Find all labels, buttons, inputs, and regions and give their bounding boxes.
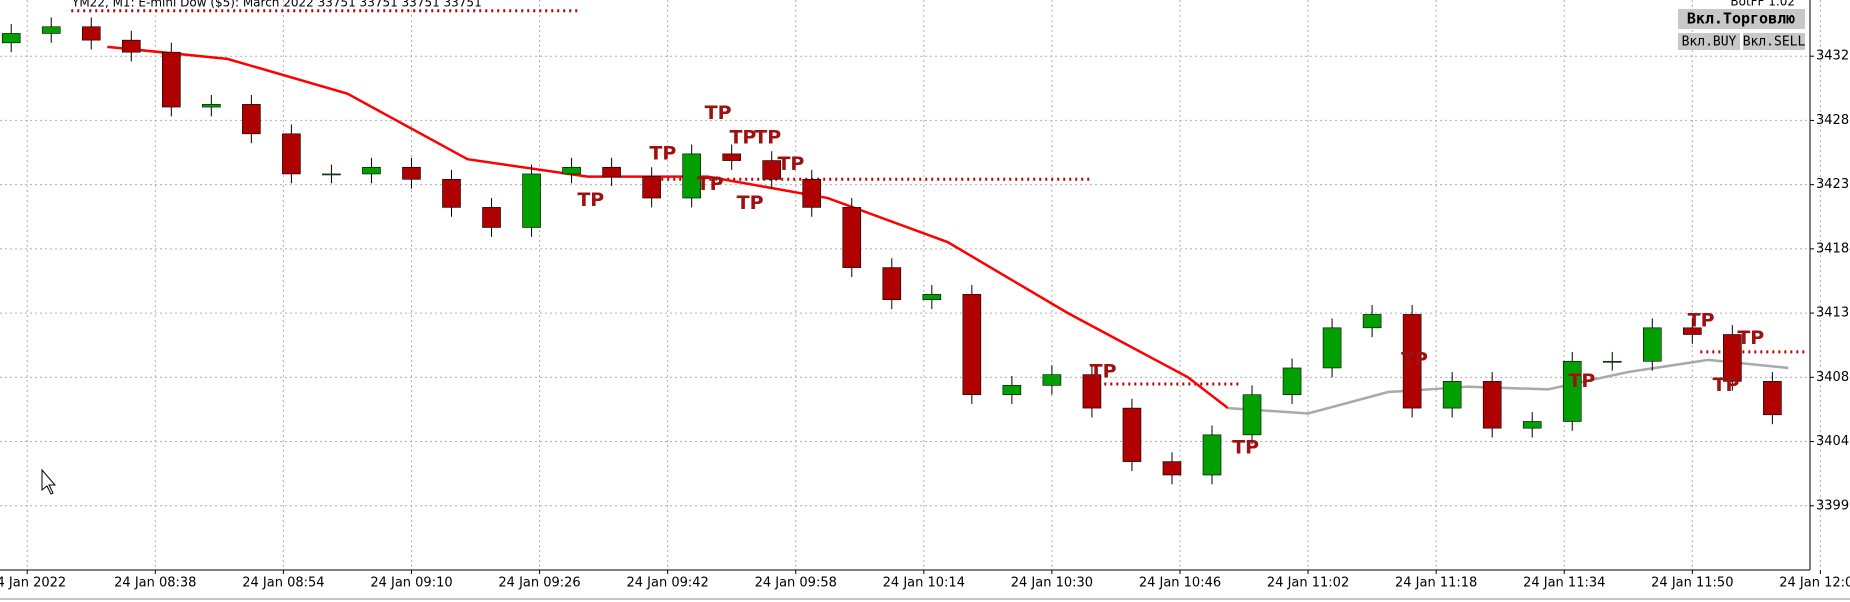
tp-label: TP xyxy=(1401,348,1428,370)
candle-body xyxy=(322,173,341,176)
candle-body xyxy=(121,39,141,53)
tp-label: TP xyxy=(649,142,676,164)
moving-average xyxy=(107,45,1229,410)
candle-body xyxy=(522,173,541,228)
tp-label: TP xyxy=(1712,374,1739,396)
x-tick-label: 24 Jan 09:58 xyxy=(755,576,837,591)
candle-body xyxy=(1402,314,1422,409)
candle-body xyxy=(602,166,621,177)
candle-body xyxy=(1002,385,1022,396)
chart-header: YM22, M1: E-mini Dow ($5): March 2022 33… xyxy=(71,0,482,10)
candle-body xyxy=(922,294,942,301)
x-tick-label: 24 Jan 10:14 xyxy=(883,576,965,591)
candle-body xyxy=(962,294,982,396)
candle-body xyxy=(242,104,261,135)
candle-body xyxy=(402,166,421,180)
tp-label: TP xyxy=(1232,437,1259,459)
tp-label: TP xyxy=(1090,360,1117,382)
candle-body xyxy=(1322,327,1342,369)
candle-body xyxy=(162,51,181,108)
y-tick-label: 34232 xyxy=(1816,177,1850,192)
candle-body xyxy=(442,178,461,208)
panel-title: BotFF 1.02 xyxy=(1730,0,1795,9)
x-tick-label: 24 Jan 12:06 xyxy=(1779,576,1850,591)
candle-body xyxy=(1442,381,1462,409)
tp-label: TP xyxy=(577,189,604,211)
moving-average xyxy=(1227,358,1789,415)
candle-body xyxy=(1522,421,1542,429)
tp-label: TP xyxy=(729,126,756,148)
button[interactable] xyxy=(1678,9,1805,29)
y-tick-label: 33992 xyxy=(1816,498,1850,513)
candle-body xyxy=(1082,374,1102,409)
y-tick-label: 34136 xyxy=(1816,306,1850,321)
candle-body xyxy=(482,207,501,228)
x-tick-label: 24 Jan 11:34 xyxy=(1523,576,1605,591)
x-tick-label: 24 Jan 09:26 xyxy=(498,576,580,591)
candle-body xyxy=(1602,360,1622,363)
candle-body xyxy=(1,33,21,44)
x-tick-label: 24 Jan 10:30 xyxy=(1011,576,1093,591)
x-tick-label: 24 Jan 11:02 xyxy=(1267,576,1349,591)
tp-label: TP xyxy=(1568,370,1595,392)
candle-body xyxy=(1282,367,1302,396)
button-label[interactable]: Вкл.Торговлю xyxy=(1687,10,1795,28)
y-tick-label: 34328 xyxy=(1816,49,1850,64)
candle-body xyxy=(562,166,581,175)
candle-body xyxy=(1562,360,1582,422)
candle-body xyxy=(1042,374,1062,386)
button-label[interactable]: Вкл.BUY xyxy=(1682,35,1737,50)
x-tick-label: 24 Jan 08:38 xyxy=(114,576,196,591)
candle-body xyxy=(882,267,902,301)
button[interactable] xyxy=(1743,33,1805,50)
button[interactable] xyxy=(1678,33,1740,50)
x-tick-label: 24 Jan 08:54 xyxy=(242,576,324,591)
tp-label: TP xyxy=(777,153,804,175)
candle-body xyxy=(1162,461,1182,476)
candle-body xyxy=(1763,381,1782,416)
tp-label: TP xyxy=(1737,327,1764,349)
candle-body xyxy=(1362,314,1382,329)
y-tick-label: 34184 xyxy=(1816,241,1850,256)
x-tick-label: 24 Jan 09:42 xyxy=(626,576,708,591)
candle-body xyxy=(1202,434,1222,476)
candle-body xyxy=(642,176,661,199)
candle-body xyxy=(1122,407,1142,462)
candle-body xyxy=(1242,394,1262,436)
y-tick-label: 34088 xyxy=(1816,370,1850,385)
button-label[interactable]: Вкл.SELL xyxy=(1743,35,1806,50)
y-tick-label: 34040 xyxy=(1816,434,1850,449)
mouse-cursor xyxy=(41,468,57,495)
x-tick-label: 24 Jan 09:10 xyxy=(370,576,452,591)
tp-label: TP xyxy=(754,126,781,148)
candle-body xyxy=(41,26,61,34)
candle-body xyxy=(282,133,301,175)
y-tick-label: 34280 xyxy=(1816,113,1850,128)
x-tick-label: 24 Jan 2022 xyxy=(0,576,66,591)
candle-body xyxy=(1683,327,1702,335)
x-tick-label: 24 Jan 11:50 xyxy=(1651,576,1733,591)
tp-label: TP xyxy=(705,102,732,124)
candle-body xyxy=(682,153,701,199)
candle-body xyxy=(1642,327,1662,362)
candle-body xyxy=(1723,334,1742,382)
candle-body xyxy=(842,207,862,268)
x-tick-label: 24 Jan 10:46 xyxy=(1139,576,1221,591)
candle-body xyxy=(362,166,381,175)
tp-label: TP xyxy=(697,173,724,195)
candle-body xyxy=(722,153,741,161)
candle-body xyxy=(202,104,221,108)
grid xyxy=(0,0,1821,570)
candle-body xyxy=(762,160,782,180)
x-tick-label: 24 Jan 11:18 xyxy=(1395,576,1477,591)
tp-label: TP xyxy=(1688,310,1715,332)
tp-label: TP xyxy=(737,192,764,214)
candle-body xyxy=(81,26,101,41)
candle-body xyxy=(1482,381,1502,429)
candle-body xyxy=(802,178,822,208)
